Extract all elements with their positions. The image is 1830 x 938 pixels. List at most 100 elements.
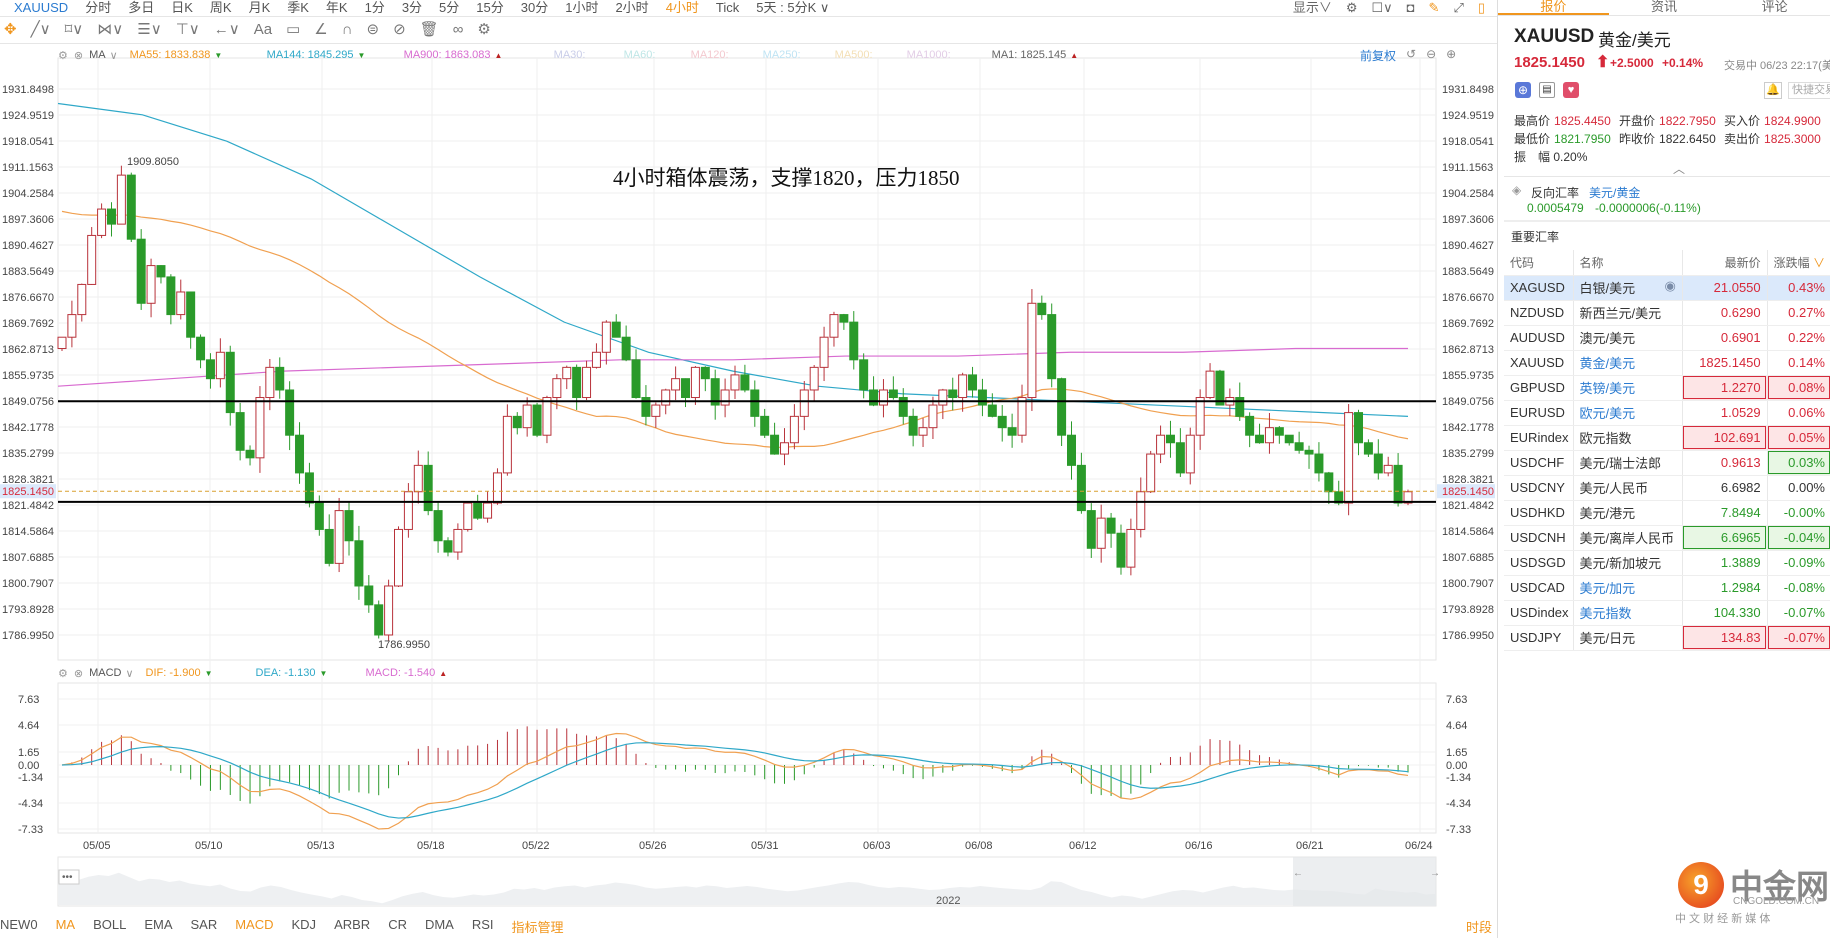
- column-header[interactable]: 名称: [1573, 250, 1683, 276]
- table-row[interactable]: USDCNH 美元/离岸人民币 6.6965 -0.04%: [1504, 525, 1830, 551]
- more-icon[interactable]: •••: [62, 872, 73, 883]
- rect-tool-icon[interactable]: ⌑∨: [64, 21, 84, 38]
- indicator-tab[interactable]: KDJ: [291, 917, 317, 932]
- reverse-pair[interactable]: 美元/黄金: [1589, 186, 1641, 200]
- navigator-left-handle[interactable]: ←: [1293, 868, 1303, 879]
- settings-icon[interactable]: ⚙: [477, 21, 491, 38]
- measure-tool-icon[interactable]: ⊤∨: [175, 21, 200, 38]
- table-row[interactable]: USDSGD 美元/新加坡元 1.3889 -0.09%: [1504, 550, 1830, 576]
- quote-tab[interactable]: 资讯: [1651, 0, 1678, 14]
- comment-tool-icon[interactable]: ▭: [286, 21, 301, 38]
- table-row[interactable]: USDCNY 美元/人民币 6.6982 0.00%: [1504, 475, 1830, 501]
- arch-tool-icon[interactable]: ∩: [341, 20, 353, 38]
- arrow-tool-icon[interactable]: ←∨: [213, 21, 240, 38]
- settings-icon[interactable]: ⚙: [58, 668, 68, 680]
- settings-icon[interactable]: ⚙: [58, 50, 68, 62]
- period-tab[interactable]: 30分: [520, 0, 549, 15]
- zoom-out-icon[interactable]: ⊖: [1426, 47, 1437, 61]
- period-tab[interactable]: 多日: [128, 0, 155, 15]
- table-row[interactable]: AUDUSD 澳元/美元 0.6901 0.22%: [1504, 325, 1830, 351]
- period-button[interactable]: 时段: [1466, 920, 1493, 935]
- quote-tab[interactable]: 评论: [1761, 0, 1788, 14]
- eye-icon[interactable]: ◉: [1664, 278, 1676, 293]
- undo-icon[interactable]: ↺: [1406, 47, 1417, 61]
- period-tab[interactable]: 4小时: [665, 0, 699, 15]
- table-row[interactable]: EURindex 欧元指数 102.691 0.05%: [1504, 425, 1830, 451]
- chevron-down-icon[interactable]: ∨: [125, 668, 134, 680]
- note-icon[interactable]: ▤: [1539, 82, 1555, 98]
- lock-tool-icon[interactable]: ⊘: [393, 21, 406, 38]
- navigator-selection[interactable]: [1293, 857, 1436, 906]
- period-tab[interactable]: 月K: [248, 0, 271, 15]
- indicator-tab[interactable]: EMA: [144, 917, 173, 932]
- table-row[interactable]: XAUUSD 黄金/美元 1825.1450 0.14%: [1504, 350, 1830, 376]
- period-tab[interactable]: 周K: [209, 0, 232, 15]
- table-row[interactable]: NZDUSD 新西兰元/美元 0.6290 0.27%: [1504, 300, 1830, 326]
- period-tab[interactable]: 1小时: [565, 0, 599, 15]
- symbol-label[interactable]: XAUUSD: [14, 0, 69, 15]
- period-tab[interactable]: 分时: [85, 0, 112, 15]
- indicator-tab[interactable]: DMA: [424, 917, 454, 932]
- favorite-icon[interactable]: ♥: [1563, 82, 1579, 98]
- indicator-name[interactable]: MACD: [89, 667, 122, 679]
- period-tab[interactable]: Tick: [715, 0, 740, 15]
- period-tab[interactable]: 15分: [476, 0, 504, 15]
- text-tool-icon[interactable]: Aa: [253, 20, 273, 38]
- table-row[interactable]: USDJPY 美元/日元 134.83 -0.07%: [1504, 625, 1830, 651]
- chevron-down-icon[interactable]: ∨: [109, 50, 118, 62]
- table-row[interactable]: USDHKD 美元/港元 7.8494 -0.00%: [1504, 500, 1830, 526]
- navigator-menu-button[interactable]: [58, 869, 80, 885]
- period-tab[interactable]: 1分: [364, 0, 385, 15]
- pencil-icon[interactable]: ✎: [1428, 0, 1440, 15]
- quote-tab[interactable]: 报价: [1498, 0, 1609, 15]
- period-tab[interactable]: 3分: [401, 0, 423, 15]
- indicator-tab[interactable]: CR: [388, 917, 407, 932]
- trash-icon[interactable]: 🗑: [419, 21, 439, 38]
- pattern-tool-icon[interactable]: ⋈∨: [97, 21, 124, 38]
- indicator-tab[interactable]: ARBR: [334, 917, 371, 932]
- indicator-name[interactable]: MA: [89, 49, 106, 61]
- period-tab[interactable]: 年K: [325, 0, 348, 15]
- period-tab[interactable]: 季K: [287, 0, 309, 15]
- compare-icon[interactable]: ∞: [452, 20, 464, 38]
- indicator-tab[interactable]: NEW0: [0, 917, 38, 932]
- period-tab[interactable]: 5分: [439, 0, 460, 15]
- move-icon[interactable]: ✥: [4, 21, 17, 38]
- bell-icon[interactable]: 🔔: [1764, 82, 1782, 99]
- table-row[interactable]: USDindex 美元指数 104.330 -0.07%: [1504, 600, 1830, 626]
- indicator-tab[interactable]: SAR: [190, 917, 218, 932]
- angle-tool-icon[interactable]: ∠: [314, 21, 328, 38]
- column-header[interactable]: 代码: [1504, 250, 1574, 276]
- line-tool-icon[interactable]: ╱∨: [30, 21, 51, 38]
- indicator-tab[interactable]: BOLL: [93, 917, 127, 932]
- table-row[interactable]: GBPUSD 英镑/美元 1.2270 0.08%: [1504, 375, 1830, 401]
- indicator-tab[interactable]: MA: [55, 917, 76, 932]
- camera-icon[interactable]: ◘: [1406, 0, 1415, 15]
- table-row[interactable]: USDCAD 美元/加元 1.2984 -0.08%: [1504, 575, 1830, 601]
- display-menu[interactable]: 显示∨: [1292, 0, 1332, 15]
- close-icon[interactable]: ⊗: [73, 668, 84, 680]
- cycle-tool-icon[interactable]: ⊜: [366, 21, 380, 38]
- table-row[interactable]: EURUSD 欧元/美元 1.0529 0.06%: [1504, 400, 1830, 426]
- zoom-in-icon[interactable]: ⊕: [1446, 47, 1457, 61]
- adjust-button[interactable]: 前复权: [1360, 49, 1397, 63]
- indicator-tab[interactable]: 指标管理: [511, 920, 564, 935]
- range-select[interactable]: 5天 : 5分K ∨: [756, 0, 830, 15]
- panel-icon[interactable]: ▯: [1477, 0, 1485, 15]
- layout-icon[interactable]: ☐∨: [1371, 0, 1393, 15]
- fib-tool-icon[interactable]: ☰∨: [137, 21, 162, 38]
- indicator-tab[interactable]: MACD: [235, 917, 274, 932]
- indicator-tab[interactable]: RSI: [471, 917, 494, 932]
- column-header[interactable]: 最新价: [1682, 250, 1768, 276]
- table-row[interactable]: USDCHF 美元/瑞士法郎 0.9613 0.03%: [1504, 450, 1830, 476]
- period-tab[interactable]: 日K: [171, 0, 193, 15]
- period-tab[interactable]: 2小时: [615, 0, 649, 15]
- fullscreen-icon[interactable]: ⤢: [1453, 0, 1464, 15]
- quick-trade-button[interactable]: 快捷交易: [1788, 82, 1830, 99]
- table-row[interactable]: XAGUSD 白银/美元 ◉ 21.0550 0.43%: [1504, 275, 1830, 301]
- gear-icon[interactable]: ⚙: [1345, 0, 1358, 15]
- collapse-icon[interactable]: ︿: [1673, 162, 1686, 176]
- close-icon[interactable]: ⊗: [73, 50, 84, 62]
- navigator-right-handle[interactable]: →: [1430, 868, 1440, 879]
- column-header[interactable]: 涨跌幅 ∨: [1767, 250, 1830, 276]
